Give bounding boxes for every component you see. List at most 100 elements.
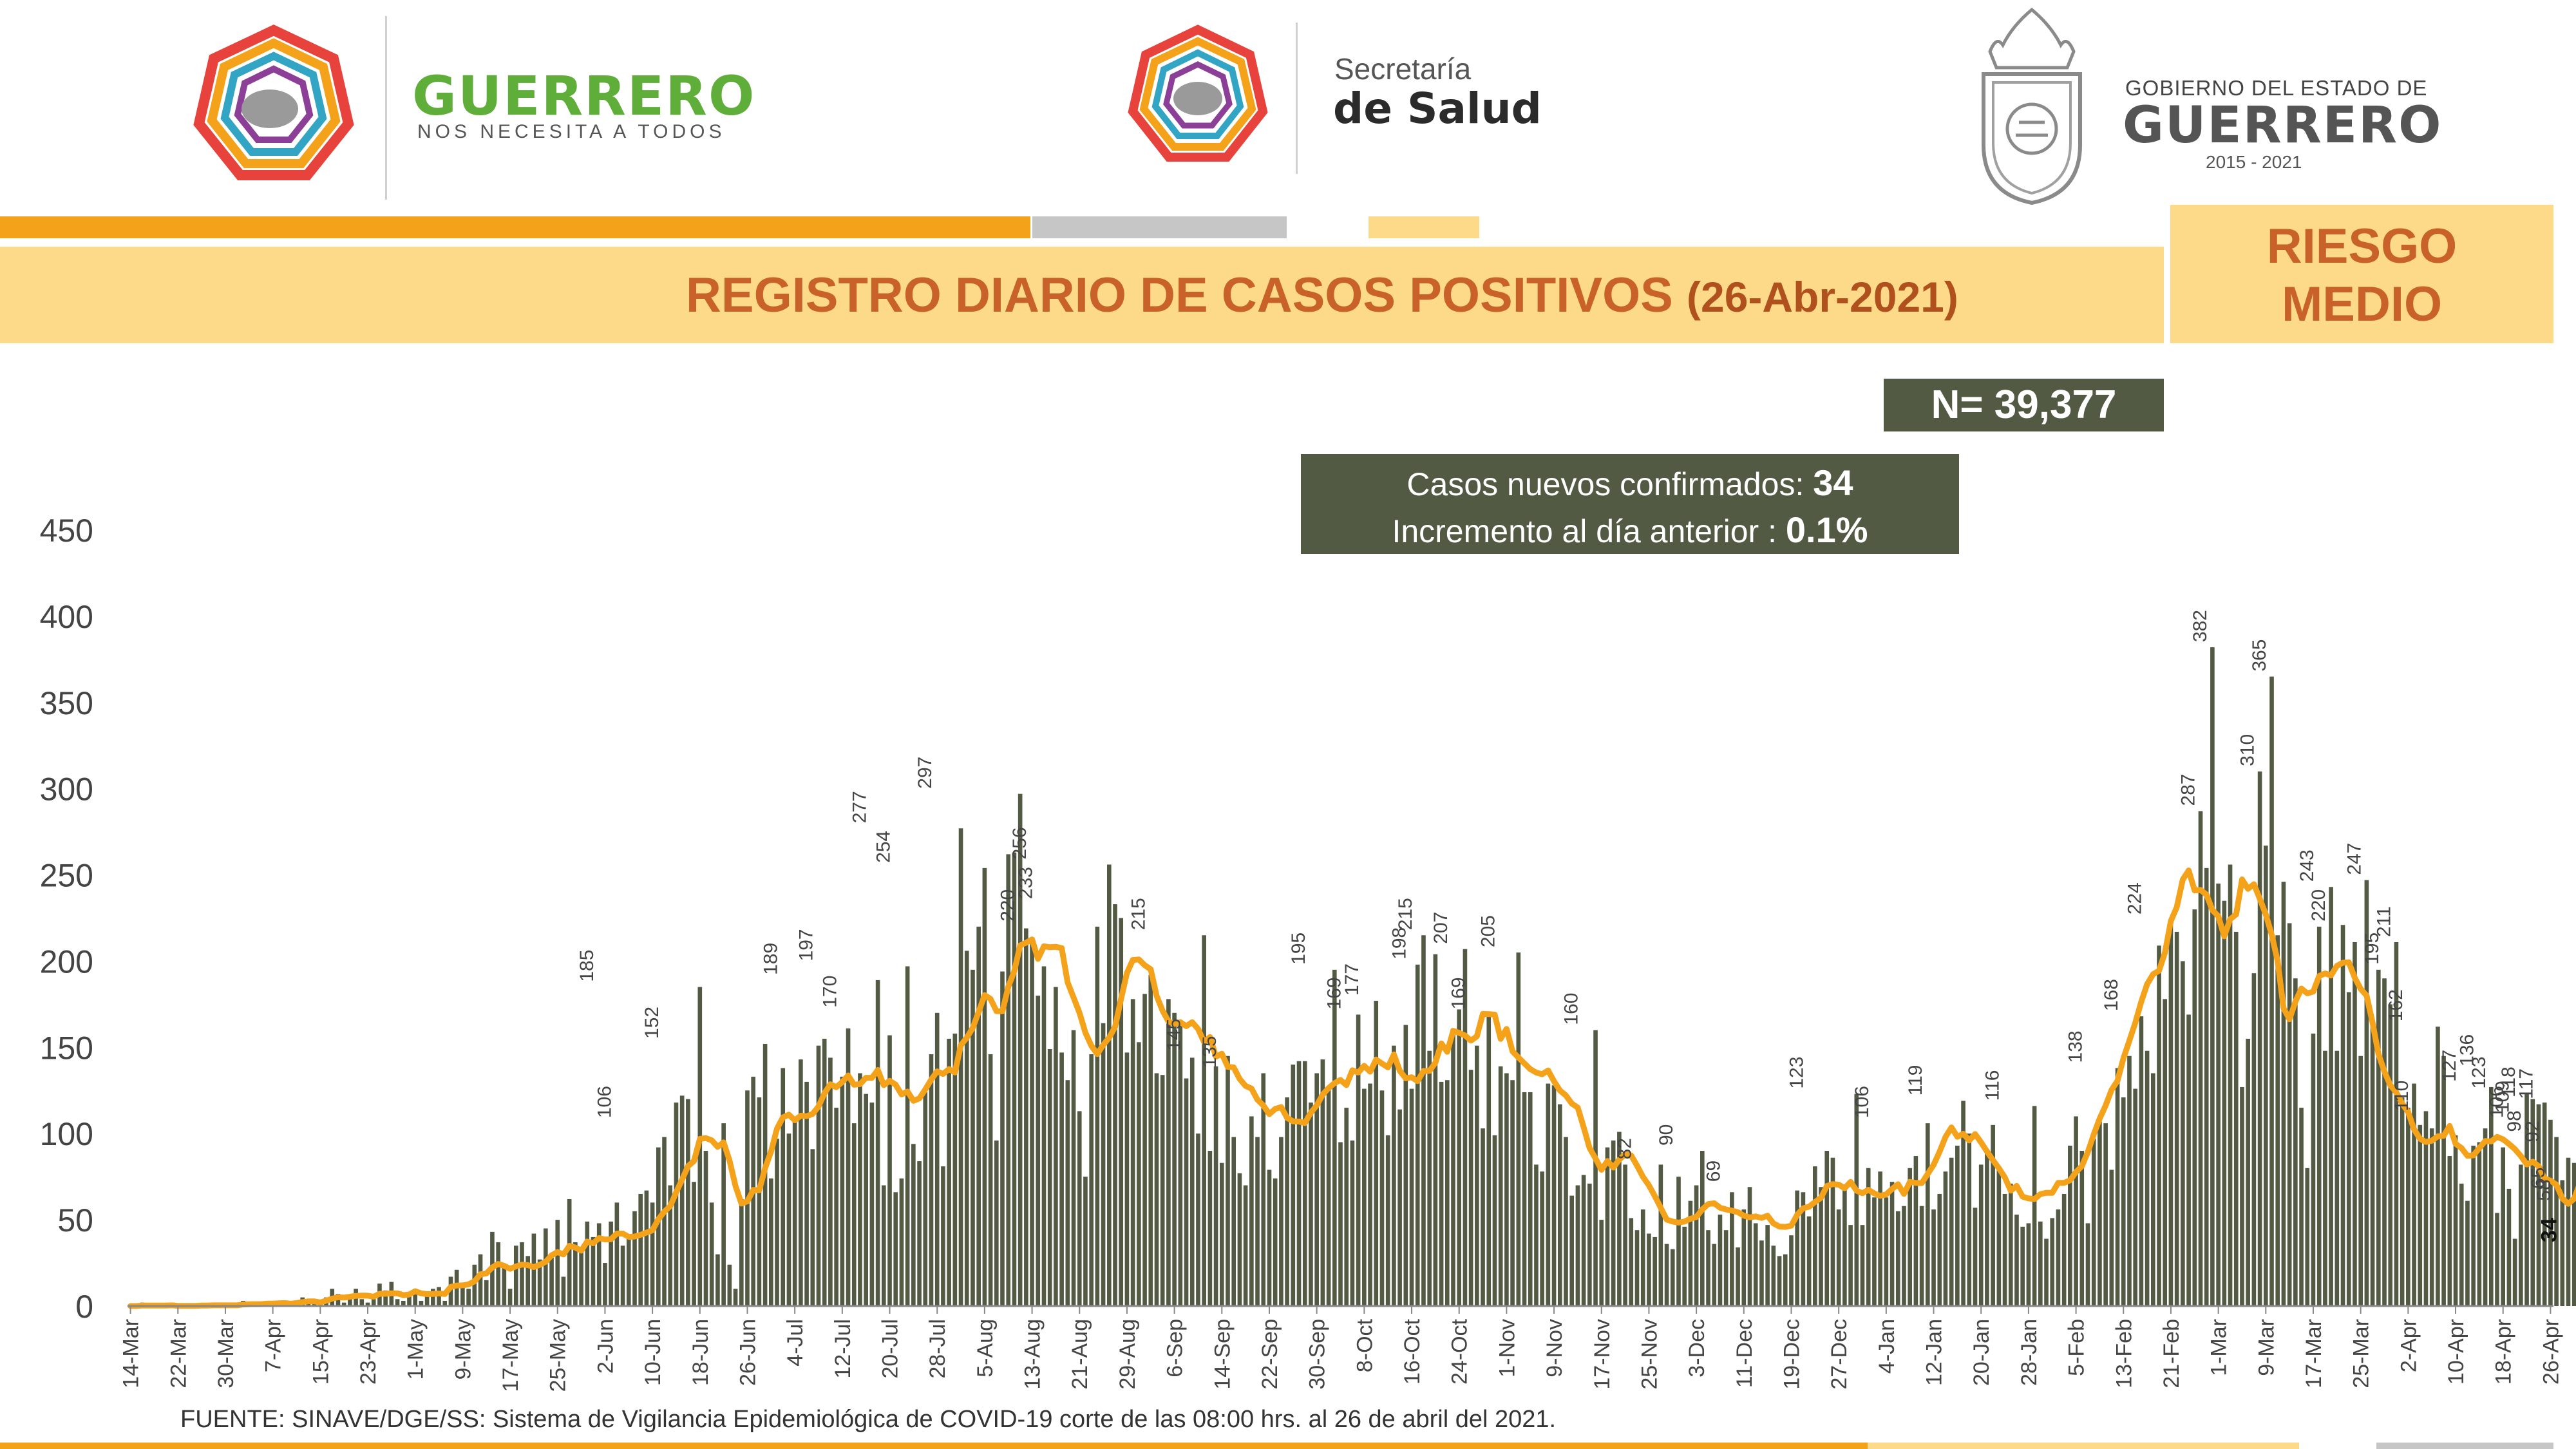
data-label: 195 <box>1288 933 1309 965</box>
bar <box>2323 1050 2327 1306</box>
y-tick-label: 250 <box>40 858 93 894</box>
government-logo-line2: GUERRERO <box>2123 97 2443 155</box>
bar <box>976 926 981 1306</box>
total-cases-box: N= 39,377 <box>1884 379 2164 431</box>
y-tick-label: 200 <box>40 943 93 980</box>
x-tick-label: 7-Apr <box>261 1319 286 1372</box>
data-label: 106 <box>594 1086 615 1118</box>
bar <box>2346 992 2351 1306</box>
bar <box>1267 1170 1272 1306</box>
bar <box>1083 1177 1088 1306</box>
bar <box>1676 1177 1681 1306</box>
bar <box>1106 864 1112 1306</box>
x-tick-label: 17-Mar <box>2302 1319 2326 1388</box>
x-tick-label: 14-Mar <box>119 1319 144 1388</box>
data-label: 297 <box>914 757 936 789</box>
data-label: 127 <box>2439 1050 2460 1082</box>
bar <box>507 1289 513 1306</box>
bar <box>341 1302 346 1306</box>
bar <box>1860 1225 1865 1306</box>
data-label: 69 <box>1703 1160 1725 1182</box>
data-label: 34 <box>2537 1218 2561 1242</box>
y-tick-label: 400 <box>40 599 93 635</box>
bar <box>2311 1033 2316 1306</box>
bar <box>875 980 880 1306</box>
bar <box>846 1028 851 1306</box>
bar <box>502 1266 507 1306</box>
bar <box>2536 1104 2541 1306</box>
data-label: 98 <box>2504 1110 2525 1132</box>
data-label: 116 <box>1982 1070 2003 1101</box>
bar <box>1444 1080 1450 1306</box>
bar <box>2524 1094 2529 1306</box>
bar <box>1985 1149 1989 1306</box>
bar <box>757 1097 762 1306</box>
x-tick-label: 29-Aug <box>1115 1319 1140 1390</box>
data-label: 220 <box>2308 889 2329 922</box>
bar <box>1777 1256 1782 1306</box>
bar <box>768 1178 773 1306</box>
bar <box>1379 1090 1385 1306</box>
bar <box>1617 1132 1622 1306</box>
bar <box>1101 1023 1106 1306</box>
bar <box>721 1123 726 1306</box>
bar <box>1054 987 1058 1306</box>
bar <box>2429 1128 2434 1306</box>
bar <box>1433 954 1438 1306</box>
bar <box>2329 887 2333 1306</box>
bar <box>2257 771 2262 1306</box>
bar <box>2316 926 2322 1306</box>
bar <box>923 1092 928 1306</box>
bar <box>1344 1108 1349 1306</box>
bar <box>2233 931 2239 1306</box>
bar <box>1801 1192 1806 1306</box>
bar <box>1024 928 1028 1306</box>
bar <box>1546 1083 1551 1306</box>
bar <box>971 969 975 1306</box>
bar <box>1640 1209 1645 1306</box>
title-band <box>0 247 2164 343</box>
bar <box>1492 1135 1497 1306</box>
bar <box>1172 1012 1177 1306</box>
bar <box>2168 920 2174 1306</box>
bar <box>1178 1025 1183 1306</box>
bar <box>632 1211 637 1306</box>
bar <box>496 1242 500 1306</box>
bar <box>526 1256 531 1306</box>
bar <box>1978 1164 1984 1306</box>
bar <box>674 1103 679 1306</box>
bar <box>1148 974 1153 1306</box>
data-label: 160 <box>1561 992 1582 1025</box>
data-label: 215 <box>1128 898 1149 930</box>
bar <box>1991 1124 1995 1306</box>
bar <box>810 1149 815 1306</box>
bar <box>1848 1225 1853 1306</box>
bar <box>2251 973 2257 1306</box>
bar <box>2174 931 2179 1306</box>
x-tick-label: 1-May <box>404 1319 428 1379</box>
x-tick-label: 18-Jun <box>688 1319 713 1386</box>
bar <box>2495 1213 2499 1306</box>
bar <box>1842 1185 1847 1306</box>
bar <box>1498 1066 1503 1306</box>
bar <box>1427 1050 1432 1306</box>
bar <box>2198 811 2203 1306</box>
guerrero-logo <box>184 23 364 190</box>
bar <box>614 1202 620 1306</box>
bar <box>1332 969 1337 1306</box>
bar <box>2447 1156 2452 1306</box>
x-tick-label: 13-Feb <box>2112 1319 2136 1388</box>
bar <box>2519 1164 2523 1306</box>
bar <box>2091 1139 2096 1306</box>
bar <box>2085 1223 2090 1306</box>
logo-divider <box>385 16 387 200</box>
bar <box>407 1294 412 1306</box>
bar <box>2163 999 2168 1306</box>
data-label: 197 <box>796 929 817 961</box>
y-tick-label: 450 <box>40 513 93 549</box>
y-tick-label: 150 <box>40 1030 93 1066</box>
bar <box>1522 1092 1527 1306</box>
bar <box>739 1198 744 1306</box>
data-label: 365 <box>2249 639 2270 672</box>
bar <box>1955 1145 1960 1306</box>
